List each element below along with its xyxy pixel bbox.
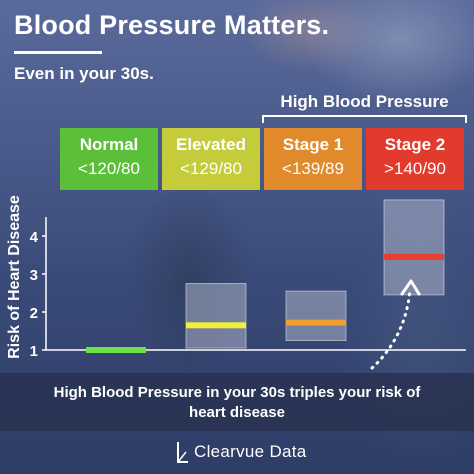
y-tick-label: 2 [30, 305, 38, 322]
category-stage-2: Stage 2 >140/90 [366, 128, 464, 190]
high-blood-pressure-label: High Blood Pressure [280, 92, 449, 111]
category-name: Elevated [176, 135, 246, 154]
category-stage-1: Stage 1 <139/89 [264, 128, 362, 190]
estimate-bar [186, 322, 246, 329]
category-range: <129/80 [180, 159, 242, 178]
range-box [285, 290, 347, 342]
category-name: Stage 2 [384, 135, 446, 154]
arrow-head-icon [400, 279, 421, 296]
arrow-line [370, 286, 412, 370]
estimate-bar [384, 253, 444, 260]
brand-name: Clearvue Data [194, 442, 307, 461]
range-box [185, 283, 247, 349]
range-box [383, 199, 445, 296]
page-subtitle: Even in your 30s. [14, 64, 154, 83]
y-tick-label: 4 [30, 229, 39, 246]
category-range: <120/80 [78, 159, 140, 178]
y-tick-label: 1 [30, 343, 38, 360]
y-tick-label: 3 [30, 267, 38, 284]
caption-banner: High Blood Pressure in your 30s triples … [0, 373, 474, 431]
category-name: Normal [79, 135, 139, 154]
title-underline [14, 51, 102, 54]
category-range: <139/89 [282, 159, 344, 178]
page-title: Blood Pressure Matters. [14, 10, 330, 40]
category-range: >140/90 [384, 159, 446, 178]
category-normal: Normal <120/80 [60, 128, 158, 190]
high-blood-pressure-bracket [262, 115, 467, 123]
brand-mark-icon [177, 442, 188, 463]
category-name: Stage 1 [282, 135, 344, 154]
brand-logo: Clearvue Data [176, 440, 307, 464]
estimate-bar [286, 319, 346, 326]
category-elevated: Elevated <129/80 [162, 128, 260, 190]
estimate-bar [86, 347, 146, 353]
